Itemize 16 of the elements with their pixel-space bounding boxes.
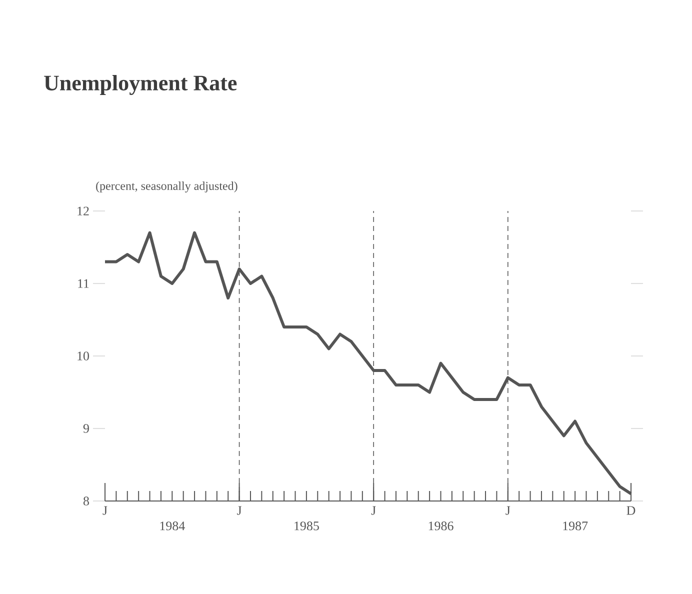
text: J	[237, 506, 242, 515]
y-tick-label: 12	[78, 206, 89, 216]
x-tick-label: 1987	[563, 522, 588, 530]
x-tick-label: 1984	[160, 522, 185, 530]
text: J	[102, 506, 108, 515]
text: D	[626, 506, 636, 515]
chart-title: Unemployment Rate	[44, 74, 237, 96]
x-tick-label: 1986	[428, 522, 454, 530]
text: J	[506, 506, 510, 515]
y-tick-label: 11	[78, 279, 89, 288]
chart-subtitle: (percent, seasonally adjusted)	[96, 182, 238, 192]
y-tick-label: 10	[78, 352, 89, 360]
y-tick-label: 9	[83, 424, 89, 433]
x-tick-label: 1985	[294, 522, 319, 530]
text: J	[371, 506, 376, 515]
y-tick-label: 8	[83, 496, 89, 506]
